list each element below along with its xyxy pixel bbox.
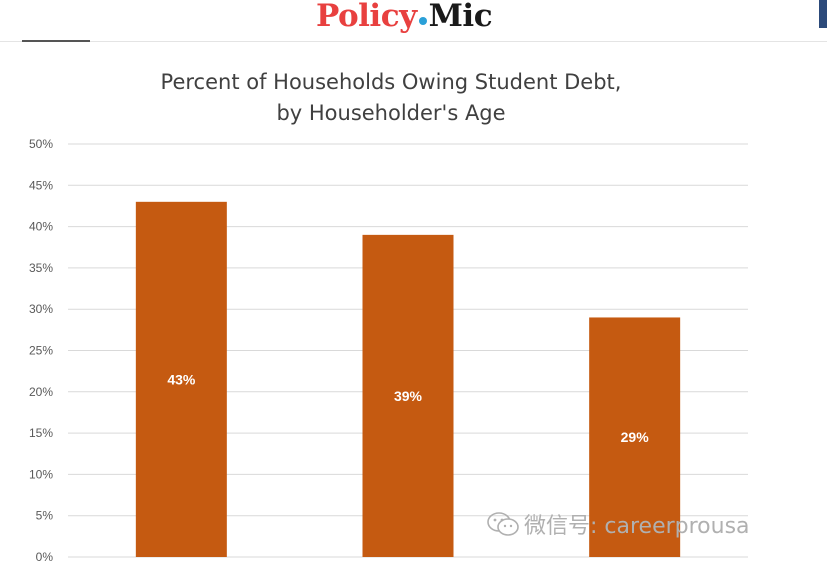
y-tick-label: 25% [29,344,53,358]
y-tick-label: 0% [36,550,54,564]
y-axis-ticks: 0% 5% 10% 15% 20% 25% 30% 35% 40% 45% 50% [29,137,53,564]
bar [135,201,227,557]
logo-text-mic: Mic [428,0,493,34]
wechat-watermark: 微信号: careerprousa [486,508,750,543]
bar [589,317,681,557]
policymic-logo[interactable]: Policy Mic [316,0,493,34]
bars [135,201,681,558]
y-tick-label: 45% [29,178,53,192]
y-tick-label: 35% [29,261,53,275]
logo-text-policy: Policy [316,0,417,34]
chart-title-line1: Percent of Households Owing Student Debt… [161,70,622,94]
site-header: Policy Mic [0,0,827,42]
nav-underline [22,40,90,42]
logo-dot [418,17,427,25]
y-tick-label: 30% [29,302,53,316]
bar-data-label: 39% [394,388,423,404]
y-tick-label: 40% [29,220,53,234]
bar-data-label: 43% [167,371,196,387]
watermark-text: 微信号: careerprousa [524,514,750,539]
y-tick-label: 50% [29,137,53,151]
y-tick-label: 5% [36,509,54,523]
header-edge-bar [819,0,827,28]
y-tick-label: 15% [29,426,53,440]
y-tick-label: 20% [29,385,53,399]
bar [362,234,454,558]
data-labels: 43% 39% 29% [167,371,649,445]
bar-data-label: 29% [621,429,650,445]
wechat-icon [486,511,520,543]
chart-title-line2: by Householder's Age [276,101,505,125]
y-tick-label: 10% [29,467,53,481]
